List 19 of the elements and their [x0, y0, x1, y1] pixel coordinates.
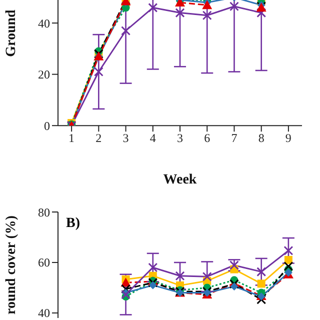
x-tick-label: 6 — [204, 132, 210, 146]
y-axis-title: round cover (%) — [4, 215, 19, 315]
x-tick-label: 2 — [96, 132, 102, 146]
annotation: B) — [66, 216, 80, 232]
x-tick-label: 3 — [177, 132, 183, 146]
x-tick-label: 9 — [285, 132, 292, 146]
y-tick-label: 40 — [38, 306, 50, 320]
x-tick-label: 1 — [68, 132, 75, 146]
x-tick-label: 7 — [231, 132, 238, 146]
y-tick-label: 40 — [38, 16, 50, 31]
x-tick-label: 3 — [122, 132, 129, 146]
y-tick-label: 0 — [44, 119, 50, 134]
x-axis-title: Week — [163, 173, 197, 188]
y-tick-label: 20 — [38, 68, 50, 82]
y-axis-title: Ground — [4, 10, 19, 58]
y-tick-label: 60 — [38, 256, 50, 270]
y-tick-label: 80 — [38, 205, 50, 220]
x-tick-label: 4 — [150, 132, 156, 146]
x-tick-label: 8 — [258, 132, 264, 146]
